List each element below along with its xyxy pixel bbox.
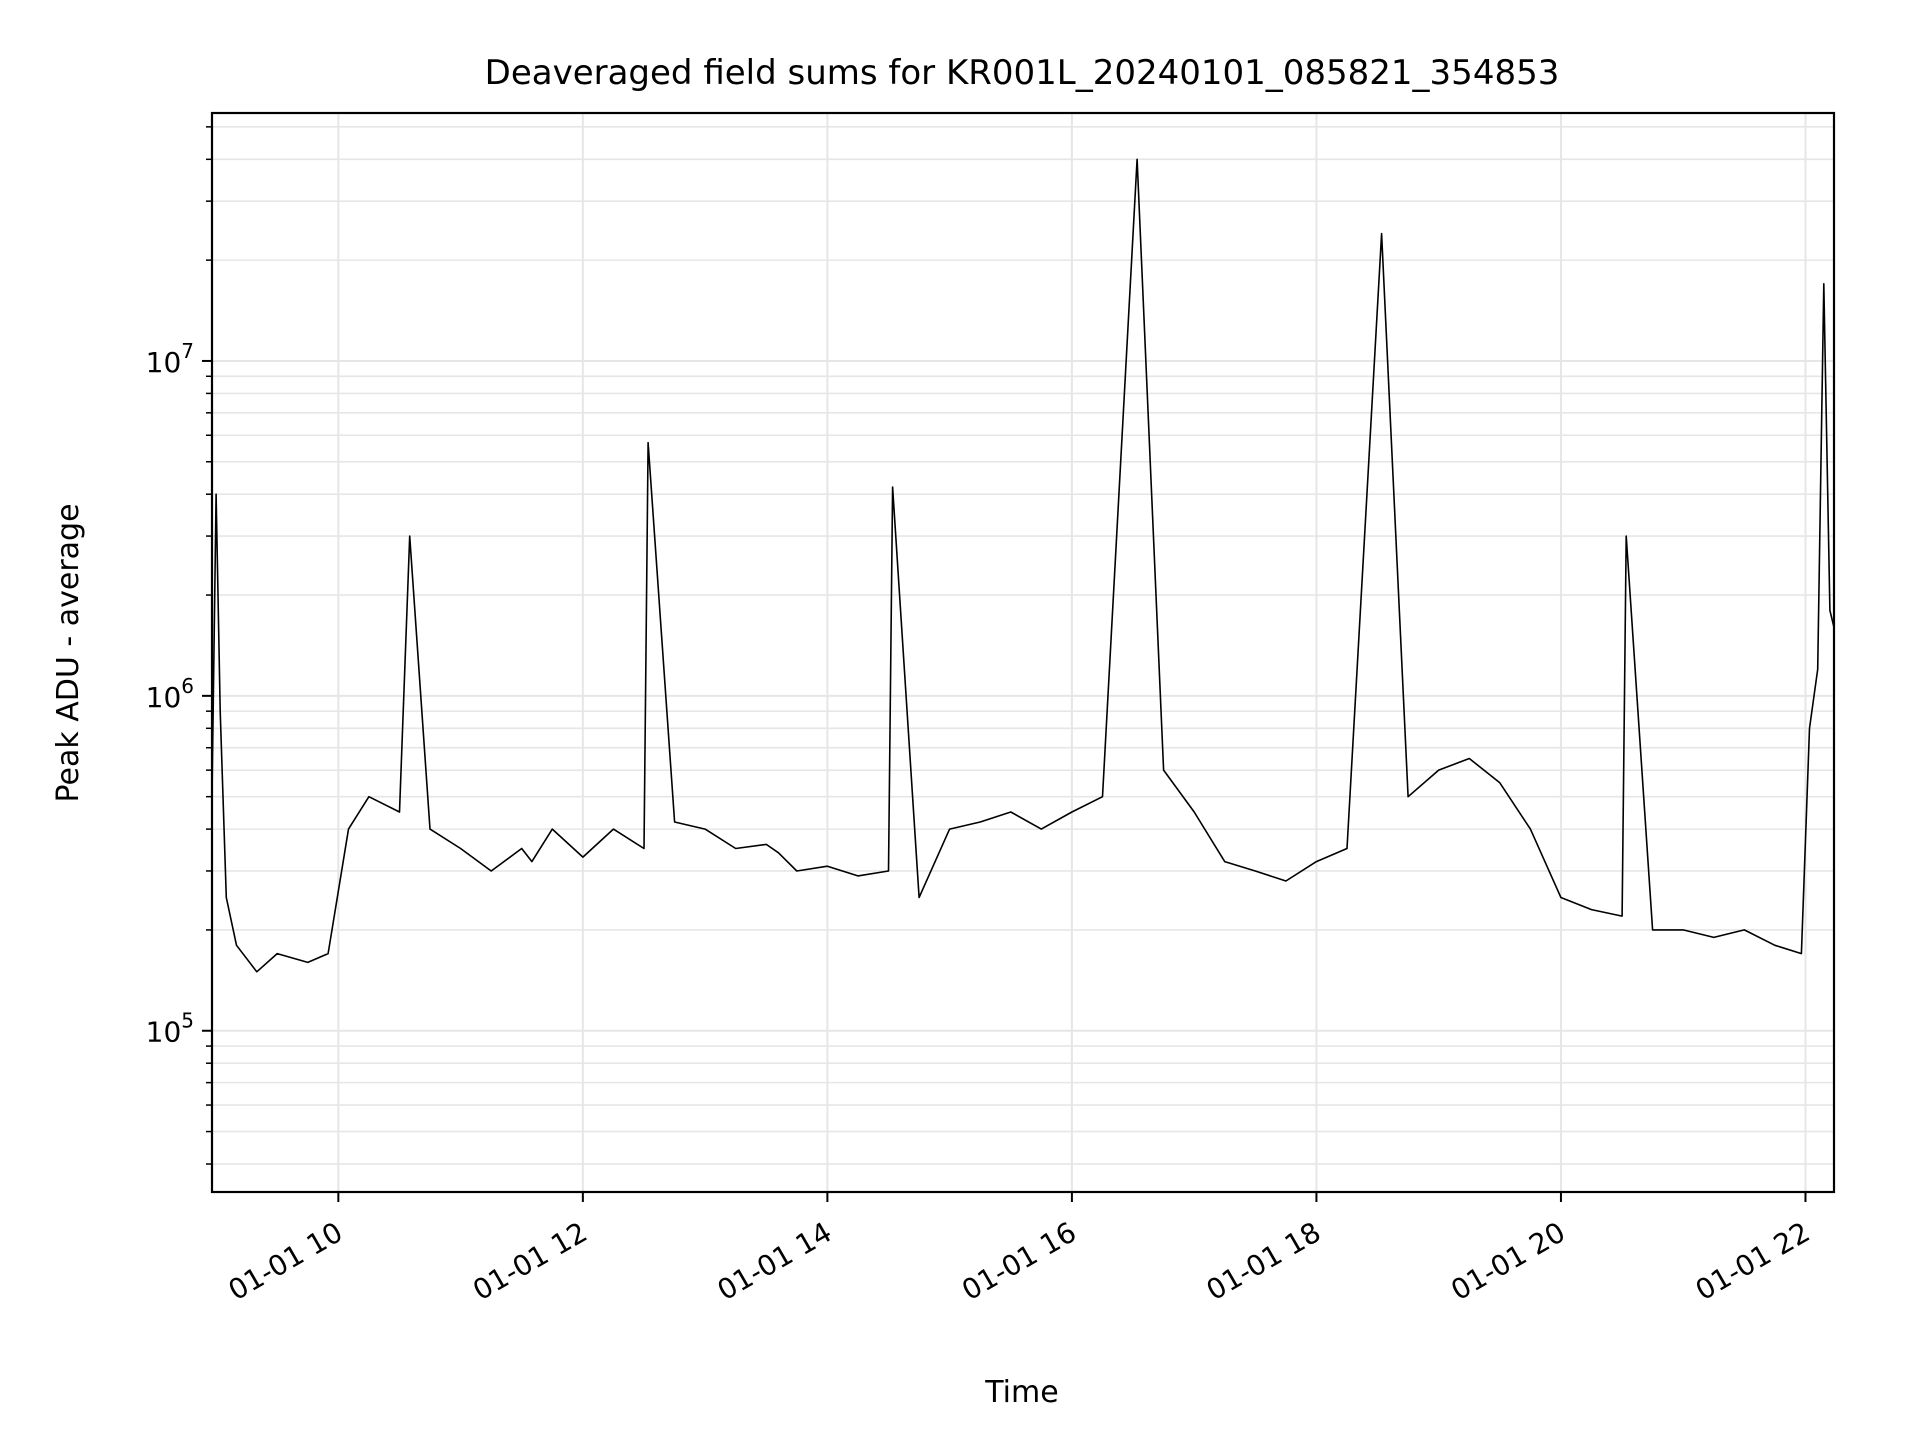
y-tick-label: 107 xyxy=(146,339,194,379)
y-axis: 105 106 107 xyxy=(146,126,212,1165)
grid-lines xyxy=(212,113,1834,1192)
y-tick-label: 106 xyxy=(146,674,194,714)
y-tick-label: 105 xyxy=(146,1009,194,1049)
series-layer xyxy=(211,158,1835,973)
plot-area-frame xyxy=(210,111,1836,1194)
x-axis-title: Time xyxy=(984,1375,1058,1410)
y-axis-title: Peak ADU - average xyxy=(51,503,86,802)
chart-title: Deaveraged field sums for KR001L_2024010… xyxy=(485,53,1560,93)
series-line-0 xyxy=(211,158,1835,973)
